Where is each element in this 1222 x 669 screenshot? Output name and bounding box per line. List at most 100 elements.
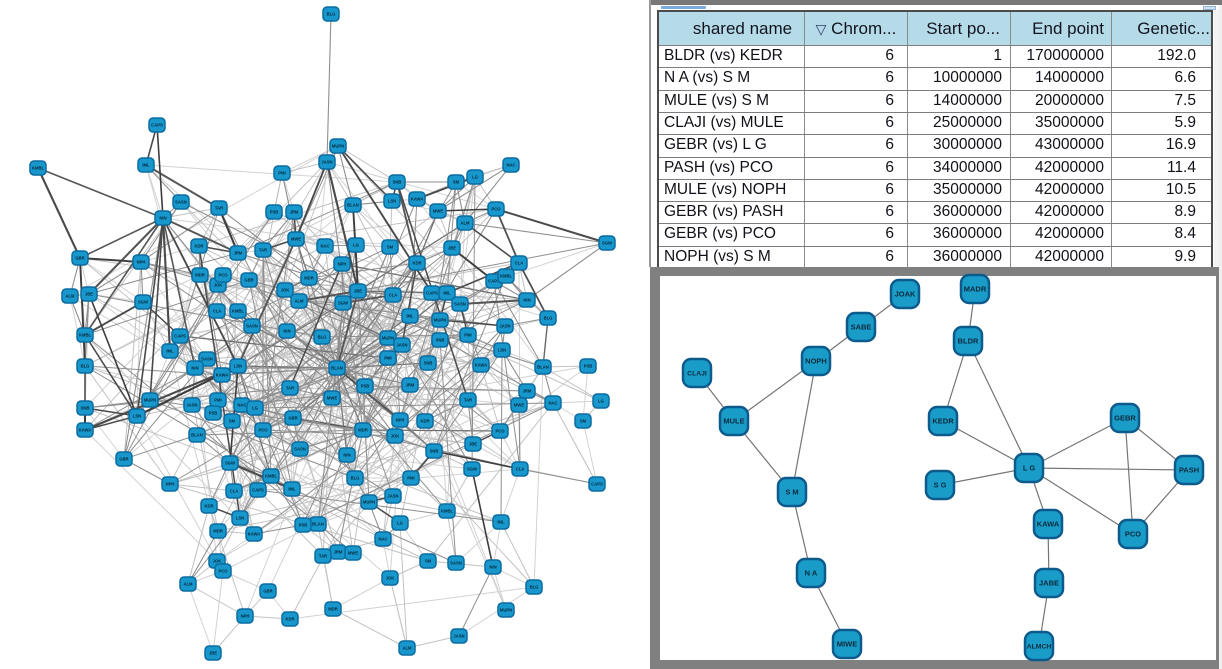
svg-text:GBR: GBR — [288, 416, 297, 421]
svg-text:NPH: NPH — [166, 482, 175, 487]
svg-text:IML: IML — [497, 520, 505, 525]
svg-text:PSB: PSB — [361, 384, 370, 389]
svg-text:SM: SM — [229, 419, 236, 424]
svg-text:PMI: PMI — [464, 333, 471, 338]
svg-text:JASN: JASN — [499, 324, 510, 329]
svg-text:SGW: SGW — [225, 461, 235, 466]
svg-text:KAWA: KAWA — [216, 373, 229, 378]
svg-text:JOK: JOK — [391, 434, 400, 439]
svg-text:JASN: JASN — [186, 403, 197, 408]
svg-text:NIN: NIN — [159, 216, 166, 221]
svg-text:SM: SM — [580, 419, 587, 424]
svg-text:PCO: PCO — [218, 273, 228, 278]
svg-text:KMBL: KMBL — [232, 309, 245, 314]
svg-text:KDR: KDR — [204, 504, 213, 509]
svg-text:TAR: TAR — [464, 398, 472, 403]
svg-text:N A: N A — [805, 568, 818, 577]
svg-text:SNB: SNB — [436, 338, 445, 343]
svg-text:PSB: PSB — [299, 523, 308, 528]
svg-text:GBR: GBR — [244, 278, 253, 283]
svg-text:NIN: NIN — [191, 366, 198, 371]
svg-text:TAR: TAR — [259, 248, 267, 253]
svg-text:KDR: KDR — [285, 617, 294, 622]
svg-text:MUPN: MUPN — [144, 398, 156, 403]
svg-text:BLG: BLG — [81, 364, 90, 369]
svg-text:KMBL: KMBL — [32, 166, 45, 171]
svg-text:BLAN: BLAN — [191, 433, 203, 438]
svg-text:KMBL: KMBL — [441, 509, 454, 514]
svg-text:GBR: GBR — [263, 589, 272, 594]
svg-text:JRM: JRM — [234, 251, 243, 256]
svg-text:NAC: NAC — [237, 403, 246, 408]
svg-text:ALM: ALM — [294, 299, 304, 304]
svg-text:MWE: MWE — [433, 209, 443, 214]
svg-text:CAPS: CAPS — [151, 123, 163, 128]
svg-text:JRM: JRM — [523, 389, 532, 394]
svg-text:KAWA: KAWA — [1037, 519, 1060, 528]
svg-text:PMI: PMI — [384, 356, 391, 361]
svg-text:KMBL: KMBL — [500, 274, 513, 279]
svg-text:SASN: SASN — [246, 324, 258, 329]
svg-text:SASN: SASN — [175, 200, 187, 205]
svg-text:CLA: CLA — [389, 293, 398, 298]
svg-text:KMBL: KMBL — [79, 333, 92, 338]
svg-text:NAC: NAC — [320, 244, 329, 249]
svg-text:JASN: JASN — [387, 494, 398, 499]
svg-text:S M: S M — [785, 487, 798, 496]
svg-text:NPH: NPH — [137, 260, 146, 265]
svg-text:MWE: MWE — [291, 237, 301, 242]
svg-text:CAPS: CAPS — [252, 488, 264, 493]
svg-text:MDR: MDR — [213, 529, 223, 534]
svg-text:SNB: SNB — [81, 406, 90, 411]
svg-text:LG: LG — [252, 406, 258, 411]
svg-text:JOK: JOK — [281, 288, 290, 293]
svg-text:PASH: PASH — [1179, 465, 1199, 474]
svg-text:GEBR: GEBR — [1114, 413, 1136, 422]
svg-text:MUPN: MUPN — [434, 318, 446, 323]
svg-text:ALMCH: ALMCH — [1027, 643, 1052, 650]
svg-text:PCO: PCO — [218, 569, 228, 574]
svg-text:MWE: MWE — [327, 396, 337, 401]
svg-text:CAPS: CAPS — [591, 482, 603, 487]
svg-text:PCO: PCO — [258, 428, 268, 433]
svg-text:NIN: NIN — [343, 453, 350, 458]
svg-text:PSB: PSB — [209, 411, 218, 416]
svg-text:SASN: SASN — [201, 357, 213, 362]
svg-text:NPH: NPH — [241, 614, 250, 619]
svg-text:SNB: SNB — [430, 449, 439, 454]
svg-text:JABE: JABE — [1039, 578, 1059, 587]
svg-text:SGW: SGW — [467, 467, 477, 472]
svg-text:NAC: NAC — [548, 401, 557, 406]
svg-text:MDR: MDR — [195, 273, 205, 278]
svg-text:MUPN: MUPN — [382, 336, 394, 341]
svg-text:SABE: SABE — [851, 322, 872, 331]
svg-text:BLG: BLG — [327, 12, 336, 17]
svg-text:LSN: LSN — [498, 348, 506, 353]
svg-text:KMBL: KMBL — [265, 474, 278, 479]
svg-text:LSN: LSN — [236, 516, 244, 521]
svg-text:SM: SM — [453, 180, 460, 185]
svg-text:CLA: CLA — [213, 309, 222, 314]
svg-text:SNB: SNB — [424, 361, 433, 366]
svg-text:BLAN: BLAN — [331, 366, 343, 371]
svg-text:BLG: BLG — [544, 316, 553, 321]
svg-text:JBE: JBE — [469, 442, 477, 447]
svg-text:MUPN: MUPN — [500, 608, 512, 613]
svg-text:NIN: NIN — [489, 565, 496, 570]
svg-text:PSB: PSB — [270, 210, 279, 215]
svg-text:NOPH: NOPH — [805, 356, 827, 365]
svg-text:SM: SM — [425, 559, 432, 564]
svg-text:LG: LG — [598, 399, 604, 404]
svg-text:SNB: SNB — [393, 180, 402, 185]
svg-text:PCO: PCO — [1125, 529, 1141, 538]
svg-text:MDR: MDR — [304, 276, 314, 281]
svg-text:JASN: JASN — [396, 343, 407, 348]
svg-text:KDR: KDR — [412, 261, 421, 266]
svg-text:CAPS: CAPS — [426, 291, 438, 296]
svg-text:MUPN: MUPN — [332, 144, 344, 149]
svg-text:JBE: JBE — [448, 246, 456, 251]
svg-text:SM: SM — [387, 245, 394, 250]
svg-text:TAR: TAR — [319, 554, 327, 559]
svg-text:IML: IML — [142, 163, 150, 168]
svg-text:BLAN: BLAN — [347, 203, 359, 208]
